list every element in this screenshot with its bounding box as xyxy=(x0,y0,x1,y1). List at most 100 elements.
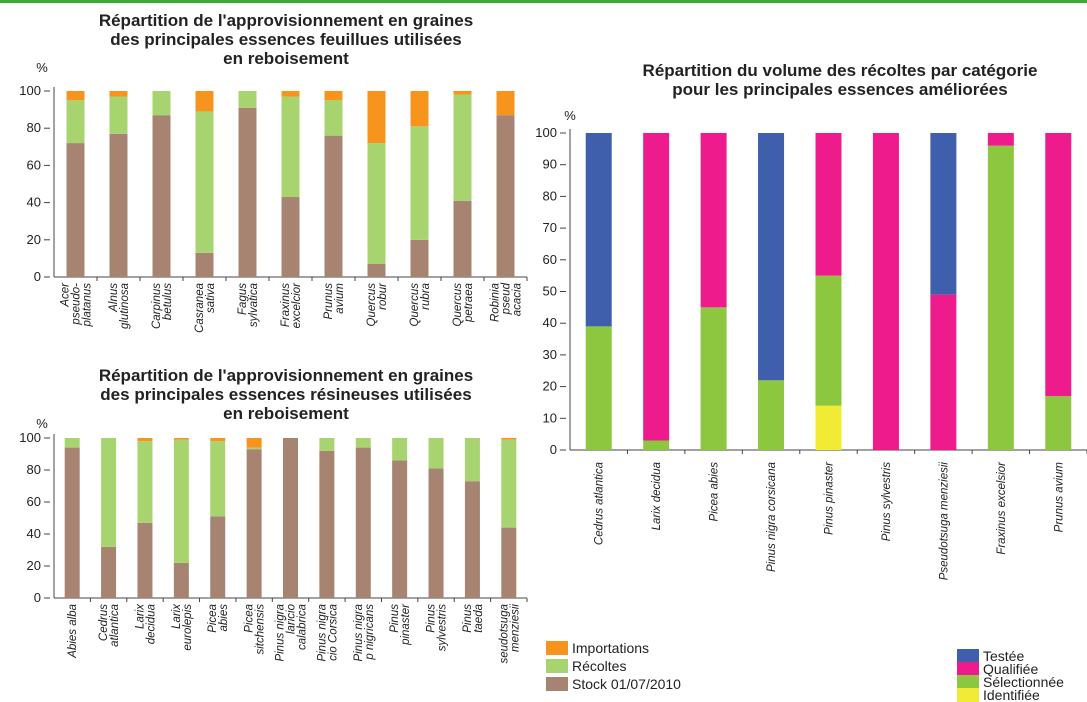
bar-segment xyxy=(643,440,670,450)
bar-segment xyxy=(324,91,343,101)
x-category-label: Fraxinus xyxy=(280,283,292,327)
x-category-label: avium xyxy=(334,283,346,314)
x-category-label: Pinus xyxy=(426,604,438,633)
x-category-label: Pinus nigra xyxy=(353,604,365,662)
bar-segment xyxy=(453,94,472,201)
legend-swatch xyxy=(546,659,568,673)
bar-segment xyxy=(700,133,727,308)
bar-segment xyxy=(319,438,335,451)
bar-segment xyxy=(987,145,1014,450)
y-tick-label: 40 xyxy=(27,526,41,541)
y-tick-label: 60 xyxy=(543,252,557,267)
x-category-label: calabrica xyxy=(297,604,309,650)
bar-segment xyxy=(585,133,612,327)
x-category-label: pseud xyxy=(501,282,513,315)
x-category-label: Pinus nigra xyxy=(275,604,287,662)
x-category-label: Quercus xyxy=(452,283,464,327)
x-category-label: taeda xyxy=(473,604,485,633)
bar-segment xyxy=(281,96,300,198)
x-category-label: Abies alba xyxy=(67,604,79,659)
x-category-label: Prunus avium xyxy=(1053,462,1065,533)
bar-segment xyxy=(109,96,128,134)
bar-segment xyxy=(392,460,408,598)
bar-segment xyxy=(64,438,80,448)
bar-segment xyxy=(210,516,226,598)
bar-segment xyxy=(66,143,85,277)
bar-segment xyxy=(496,91,515,116)
chart-title-line: Répartition du volume des récoltes par c… xyxy=(643,61,1038,80)
x-category-label: Picea xyxy=(207,604,219,633)
bar-segment xyxy=(501,439,517,528)
bar-segment xyxy=(283,438,298,598)
bar-segment xyxy=(355,447,371,598)
legend-swatch xyxy=(957,662,979,676)
x-category-label: betulus xyxy=(162,283,174,320)
bar-segment xyxy=(815,405,842,450)
x-category-label: sativa xyxy=(205,283,217,313)
bar-segment xyxy=(367,263,386,277)
chart-title-line: en reboisement xyxy=(223,49,349,68)
legend-label: Stock 01/07/2010 xyxy=(572,676,681,692)
bar-segment xyxy=(464,481,480,598)
legend-label: Qualifiée xyxy=(983,661,1038,677)
bar-segment xyxy=(930,294,957,450)
y-tick-label: 100 xyxy=(19,83,41,98)
bar-segment xyxy=(1045,396,1072,450)
legend-label: Sélectionnée xyxy=(983,674,1064,690)
y-tick-label: 100 xyxy=(19,430,41,445)
x-category-label: rubra xyxy=(420,283,432,310)
legend-swatch xyxy=(546,677,568,691)
bar-segment xyxy=(66,91,85,101)
y-axis-unit-label: % xyxy=(36,416,48,431)
x-category-label: decidua xyxy=(145,604,157,644)
x-category-label: acacia xyxy=(512,283,524,316)
x-category-label: Picea abies xyxy=(709,462,721,522)
y-axis-unit-label: % xyxy=(564,108,576,123)
bar-segment xyxy=(324,135,343,277)
bar-segment xyxy=(410,126,429,240)
x-category-label: Picea xyxy=(244,604,256,633)
x-category-label: Pinus nigra xyxy=(316,604,328,662)
x-category-label: pinaster xyxy=(400,603,412,646)
x-category-label: Cedrus xyxy=(98,604,110,641)
bar-segment xyxy=(101,438,117,547)
x-category-label: robur xyxy=(377,282,389,310)
chart-title-line: des principales essences résineuses util… xyxy=(100,385,471,404)
x-category-label: Casranea xyxy=(194,283,206,333)
bar-segment xyxy=(355,438,371,448)
y-tick-label: 20 xyxy=(27,232,41,247)
x-category-label: Quercus xyxy=(409,283,421,327)
bar-segment xyxy=(410,239,429,277)
chart-title-line: des principales essences feuillues utili… xyxy=(110,30,462,49)
x-category-label: laricio xyxy=(286,603,298,634)
bar-segment xyxy=(173,438,189,440)
bar-segment xyxy=(392,438,408,461)
chart-title-line: pour les principales essences améliorées xyxy=(672,80,1007,99)
x-category-label: sylvatica xyxy=(248,283,260,327)
y-tick-label: 0 xyxy=(34,269,41,284)
x-category-label: Fraxinus excelsior xyxy=(996,461,1008,555)
legend-label: Importations xyxy=(572,640,649,656)
bar-segment xyxy=(1045,133,1072,397)
x-category-label: glutinosa xyxy=(119,283,131,329)
bar-segment xyxy=(987,133,1014,146)
x-category-label: Pinus sylvestris xyxy=(881,462,893,541)
x-category-label: Larix xyxy=(134,603,146,629)
x-category-label: atlantica xyxy=(109,604,121,647)
x-category-label: Pseudotsuga menziesii xyxy=(938,462,950,581)
x-category-label: abies xyxy=(218,604,230,632)
x-category-label: Cedrus atlantica xyxy=(594,462,606,545)
bar-segment xyxy=(152,115,171,278)
bar-segment xyxy=(815,133,842,276)
y-tick-label: 70 xyxy=(543,220,557,235)
legend-swatch xyxy=(957,649,979,663)
bar-segment xyxy=(246,438,262,448)
legend-swatch xyxy=(957,688,979,702)
bar-segment xyxy=(758,133,785,381)
x-category-label: platanus xyxy=(82,283,94,328)
x-category-label: Pinus nigra corsicana xyxy=(766,462,778,572)
bar-segment xyxy=(453,200,472,277)
bar-segment xyxy=(137,438,153,442)
chart-3: Répartition du volume des récoltes par c… xyxy=(535,61,1087,580)
bar-segment xyxy=(758,380,785,450)
